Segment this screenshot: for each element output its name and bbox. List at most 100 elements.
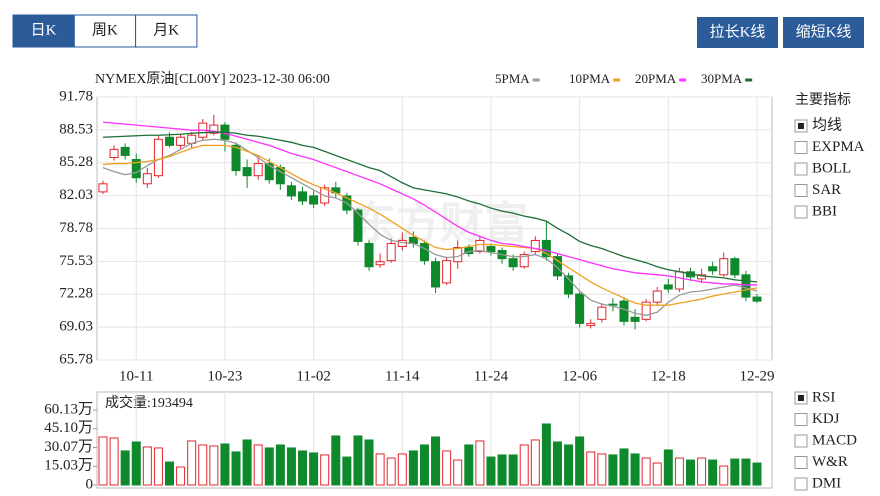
candle-body: [619, 300, 629, 322]
volume-bar: [541, 423, 551, 486]
candle-body: [176, 136, 186, 146]
tab-label[interactable]: 月K: [153, 22, 179, 38]
volume-bar: [286, 447, 296, 486]
tab[interactable]: [135, 14, 198, 48]
volume-bar: [142, 446, 152, 486]
tab-label[interactable]: 周K: [92, 21, 118, 38]
candle-body: [564, 275, 574, 295]
indicator-label[interactable]: MACD: [812, 432, 857, 448]
candle-body: [209, 124, 219, 134]
candle-body: [608, 303, 618, 306]
indicator-label[interactable]: EXPMA: [812, 139, 865, 155]
checkbox[interactable]: [794, 413, 808, 426]
button[interactable]: [783, 17, 864, 48]
watermark: 东方财富: [352, 199, 528, 248]
tab[interactable]: [73, 14, 137, 48]
volume-bar: [708, 459, 718, 486]
candle-body: [264, 163, 274, 181]
y-tick-label: 69.03: [59, 319, 93, 335]
candle-body: [431, 261, 441, 288]
candle-body: [253, 163, 263, 177]
volume-bar: [685, 459, 695, 486]
checkbox[interactable]: [794, 162, 808, 176]
legend-label: 10PMA: [569, 71, 611, 86]
checkbox[interactable]: [794, 434, 808, 448]
volume-bar: [408, 450, 418, 486]
candle-body: [109, 148, 119, 158]
y-tick-label: 65.78: [59, 351, 93, 367]
candle-body: [242, 167, 252, 177]
indicator-label[interactable]: BOLL: [812, 160, 851, 176]
checkbox[interactable]: [794, 141, 808, 154]
y-tick-label: 88.53: [59, 121, 93, 137]
volume-bar: [109, 437, 119, 486]
volume-bar: [419, 444, 429, 486]
volume-bar: [375, 453, 385, 486]
indicator-label[interactable]: BBI: [812, 203, 837, 219]
button-label[interactable]: 缩短K线: [796, 23, 852, 40]
candle-body: [630, 316, 640, 322]
volume-bar: [597, 453, 607, 486]
indicator-label[interactable]: DMI: [812, 475, 841, 491]
x-tick-label: 10-11: [119, 368, 153, 384]
candle-body: [131, 159, 141, 179]
volume-bar: [386, 457, 396, 486]
candle-body: [353, 209, 363, 242]
candle-body: [541, 239, 551, 258]
candle-body: [741, 274, 751, 298]
volume-bar: [730, 458, 740, 486]
tab-label[interactable]: 日K: [31, 22, 57, 38]
volume-bar: [497, 454, 507, 486]
volume-bar: [486, 456, 496, 486]
checkbox[interactable]: [794, 456, 808, 469]
candle-body: [153, 138, 163, 177]
indicator-label[interactable]: KDJ: [812, 411, 840, 427]
candle-body: [663, 284, 673, 290]
volume-bar: [309, 452, 319, 486]
x-tick-label: 10-23: [207, 368, 242, 384]
indicator-label[interactable]: SAR: [812, 182, 841, 198]
candle-body: [486, 246, 496, 253]
volume-bar: [442, 450, 452, 486]
candle-body: [120, 146, 130, 156]
candle-body: [165, 136, 175, 146]
volume-bar: [198, 444, 208, 486]
candle-body: [408, 236, 418, 244]
checkbox[interactable]: [794, 184, 808, 197]
checkbox[interactable]: [794, 477, 808, 491]
volume-bar: [364, 439, 374, 486]
volume-bar: [342, 456, 352, 486]
indicator-label[interactable]: W&R: [812, 454, 848, 470]
y-tick-label: 60.13万: [44, 401, 93, 417]
volume-bar: [187, 440, 197, 486]
y-tick-label: 0: [86, 476, 94, 492]
candle-body: [519, 254, 529, 268]
volume-bar: [674, 457, 684, 486]
x-tick-label: 12-06: [562, 368, 597, 384]
button-label[interactable]: 拉长K线: [710, 23, 766, 40]
volume-bar: [464, 444, 474, 486]
candle-body: [386, 242, 396, 262]
candle-body: [453, 247, 463, 263]
volume-bar: [242, 439, 252, 486]
y-tick-label: 15.03万: [44, 458, 93, 474]
volume-frame: [96, 391, 773, 489]
candle-body: [641, 301, 651, 320]
candle-body: [475, 239, 485, 253]
checkbox-mark: [798, 395, 804, 401]
legend-label: 20PMA: [635, 71, 677, 86]
y-tick-label: 85.28: [59, 154, 93, 170]
volume-bar: [719, 465, 729, 486]
indicator-label[interactable]: RSI: [812, 389, 835, 405]
volume-bar: [431, 436, 441, 486]
candle-body: [674, 271, 684, 290]
checkbox[interactable]: [794, 205, 808, 219]
button[interactable]: [697, 17, 778, 48]
indicator-label[interactable]: 均线: [812, 116, 842, 133]
candle-body: [719, 258, 729, 276]
volume-bar: [752, 462, 762, 486]
ma-line: [102, 131, 758, 283]
volume-bar: [530, 439, 540, 486]
volume-bar: [120, 450, 130, 486]
